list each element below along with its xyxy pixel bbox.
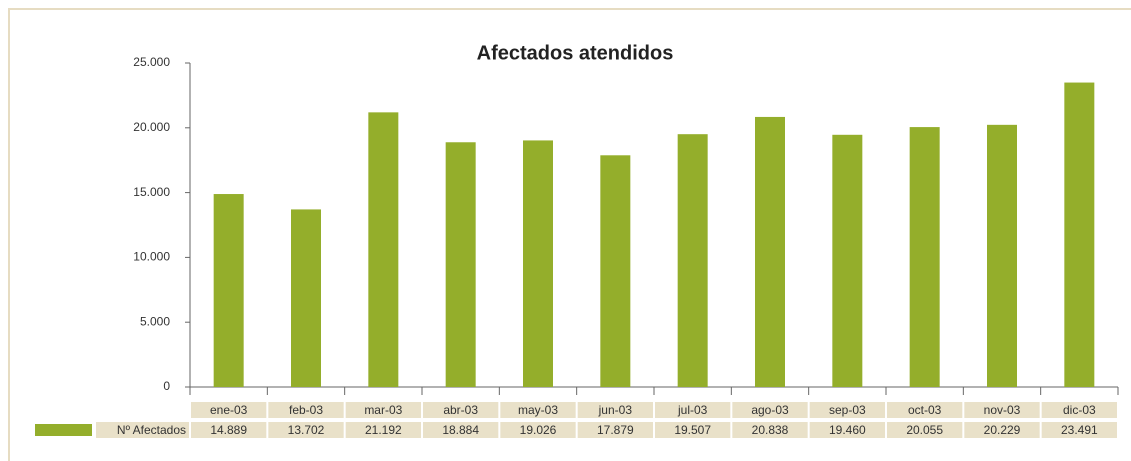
x-tick-label: feb-03 <box>289 403 323 417</box>
x-tick-label: may-03 <box>518 403 558 417</box>
table-value: 18.884 <box>442 423 479 437</box>
bar <box>213 194 244 387</box>
x-tick-label: ago-03 <box>751 403 789 417</box>
table-value: 20.055 <box>906 423 943 437</box>
table-value: 20.838 <box>752 423 789 437</box>
bar <box>1064 82 1095 387</box>
bar <box>291 209 321 387</box>
bar <box>600 155 631 387</box>
table-cell <box>655 402 731 418</box>
y-tick-label: 15.000 <box>133 185 170 199</box>
table-cell <box>964 422 1040 438</box>
legend-label: Nº Afectados <box>117 423 186 437</box>
x-tick-label: mar-03 <box>364 403 402 417</box>
table-cell <box>423 402 499 418</box>
x-tick-label: jun-03 <box>598 403 633 417</box>
table-cell <box>345 422 421 438</box>
table-value: 23.491 <box>1061 423 1098 437</box>
y-tick-label: 10.000 <box>133 250 170 264</box>
table-cell <box>577 422 653 438</box>
y-tick-label: 20.000 <box>133 120 170 134</box>
x-tick-label: dic-03 <box>1063 403 1096 417</box>
bar <box>987 124 1017 388</box>
x-tick-label: oct-03 <box>908 403 942 417</box>
table-cell <box>191 402 267 418</box>
table-value: 20.229 <box>984 423 1021 437</box>
table-cell <box>887 402 963 418</box>
table-cell <box>268 422 344 438</box>
table-cell <box>423 422 499 438</box>
table-cell <box>345 402 421 418</box>
table-value: 17.879 <box>597 423 634 437</box>
y-tick-label: 5.000 <box>140 314 170 328</box>
x-tick-label: nov-03 <box>984 403 1021 417</box>
bar <box>909 127 940 388</box>
x-tick-label: jul-03 <box>677 403 708 417</box>
table-cell <box>1041 422 1117 438</box>
bar <box>445 142 476 387</box>
table-value: 14.889 <box>210 423 247 437</box>
x-tick-label: sep-03 <box>829 403 866 417</box>
table-value: 21.192 <box>365 423 402 437</box>
x-tick-label: ene-03 <box>210 403 248 417</box>
bar <box>832 134 863 387</box>
table-cell <box>268 402 344 418</box>
table-value: 19.507 <box>674 423 711 437</box>
table-cell <box>577 402 653 418</box>
table-cell <box>732 422 808 438</box>
table-cell <box>500 422 576 438</box>
legend-swatch <box>35 424 92 436</box>
table-cell <box>191 422 267 438</box>
y-tick-label: 0 <box>163 379 170 393</box>
bar <box>523 140 553 387</box>
table-cell <box>1041 402 1117 418</box>
bar <box>368 112 399 387</box>
table-cell <box>500 402 576 418</box>
table-cell <box>809 422 885 438</box>
bar <box>755 116 785 388</box>
table-value: 13.702 <box>288 423 325 437</box>
table-cell <box>964 402 1040 418</box>
table-cell <box>96 422 189 438</box>
x-tick-label: abr-03 <box>443 403 478 417</box>
table-cell <box>732 402 808 418</box>
table-cell <box>887 422 963 438</box>
chart-title: Afectados atendidos <box>477 42 674 64</box>
bar <box>677 134 708 387</box>
table-value: 19.026 <box>520 423 557 437</box>
y-tick-label: 25.000 <box>133 55 170 69</box>
table-cell <box>809 402 885 418</box>
table-cell <box>655 422 731 438</box>
table-value: 19.460 <box>829 423 866 437</box>
